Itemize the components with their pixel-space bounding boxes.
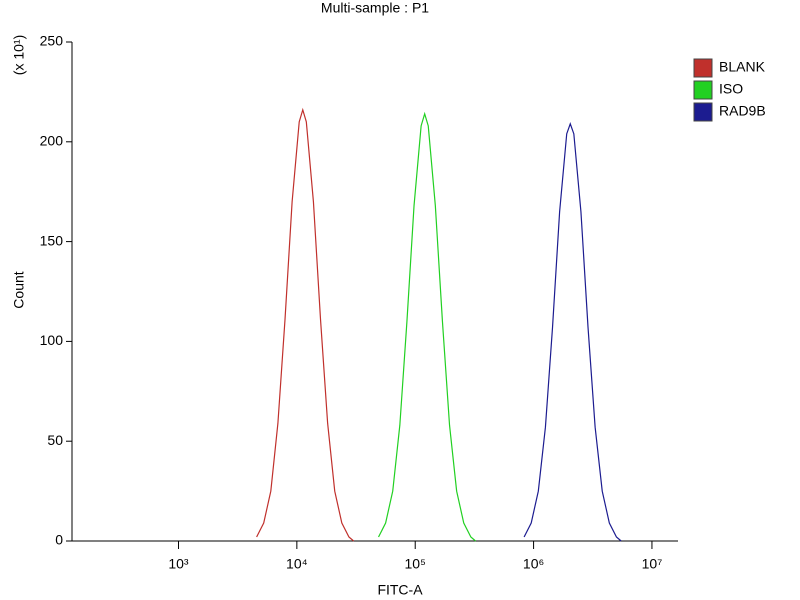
legend-label: ISO [719,81,743,97]
x-tick-label: 10³ [168,556,189,572]
y-tick-label: 0 [55,532,63,548]
legend-label: RAD9B [719,103,766,119]
histogram-line [256,107,355,542]
legend-swatch [693,58,713,78]
y-tick-label: 250 [40,33,64,49]
x-tick-label: 10⁶ [523,556,544,572]
x-tick-label: 10⁵ [405,556,426,572]
x-tick-label: 10⁷ [642,556,663,572]
chart-title: Multi-sample : P1 [321,0,429,16]
legend-swatch [693,80,713,100]
y-tick-label: 200 [40,133,64,149]
y-tick-label: 100 [40,332,64,348]
x-axis-label: FITC-A [377,582,423,598]
legend-swatch [693,102,713,122]
y-tick-label: 150 [40,232,64,248]
y-axis-label: Count [11,271,27,308]
y-axis-multiplier: (x 10¹) [11,35,27,75]
histogram-line [523,122,622,542]
legend-label: BLANK [719,59,766,75]
x-tick-label: 10⁴ [286,556,308,572]
y-tick-label: 50 [47,432,63,448]
histogram-line [377,111,476,542]
